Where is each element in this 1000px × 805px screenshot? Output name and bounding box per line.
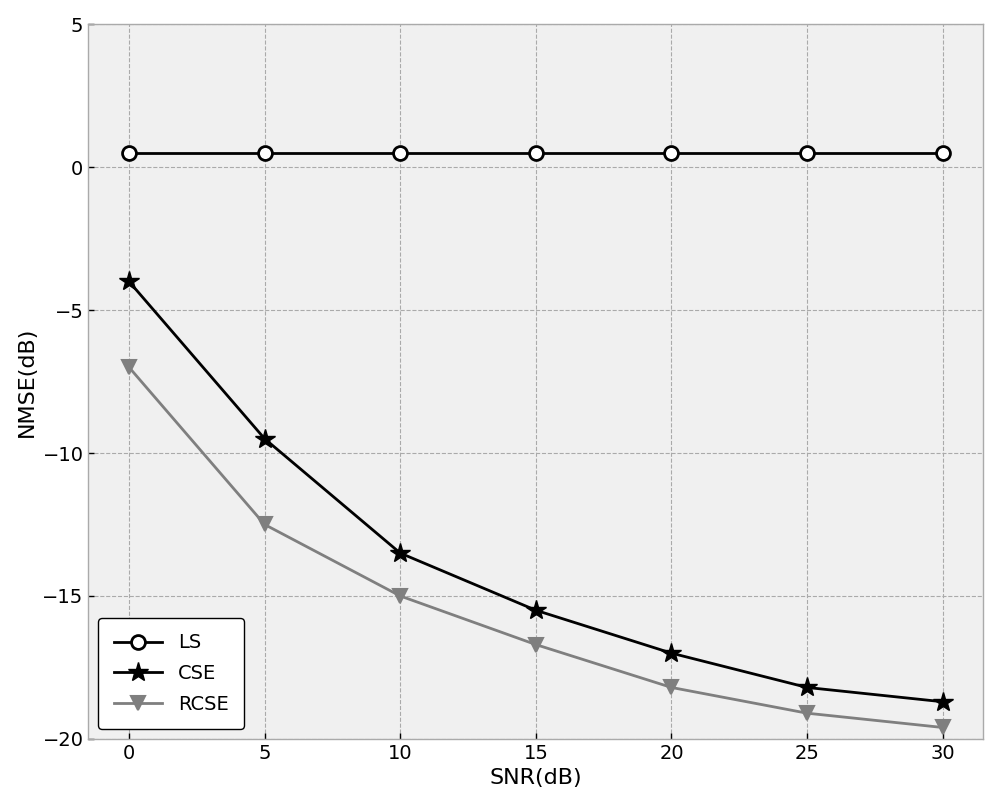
CSE <box>801 683 813 692</box>
Line: LS: LS <box>122 146 950 159</box>
LS <box>665 148 677 158</box>
Y-axis label: NMSE(dB): NMSE(dB) <box>17 326 37 437</box>
RCSE <box>394 591 406 601</box>
RCSE <box>123 362 135 372</box>
Legend: LS, CSE, RCSE: LS, CSE, RCSE <box>98 617 244 729</box>
RCSE <box>665 683 677 692</box>
LS <box>123 148 135 158</box>
LS <box>530 148 542 158</box>
CSE <box>530 605 542 615</box>
RCSE <box>530 640 542 650</box>
LS <box>937 148 949 158</box>
CSE <box>123 277 135 287</box>
CSE <box>937 697 949 707</box>
CSE <box>665 648 677 658</box>
RCSE <box>937 723 949 733</box>
LS <box>801 148 813 158</box>
LS <box>259 148 271 158</box>
CSE <box>259 434 271 444</box>
Line: CSE: CSE <box>119 271 953 712</box>
X-axis label: SNR(dB): SNR(dB) <box>490 768 582 788</box>
RCSE <box>259 520 271 530</box>
Line: RCSE: RCSE <box>122 361 950 734</box>
RCSE <box>801 708 813 718</box>
LS <box>394 148 406 158</box>
CSE <box>394 548 406 558</box>
